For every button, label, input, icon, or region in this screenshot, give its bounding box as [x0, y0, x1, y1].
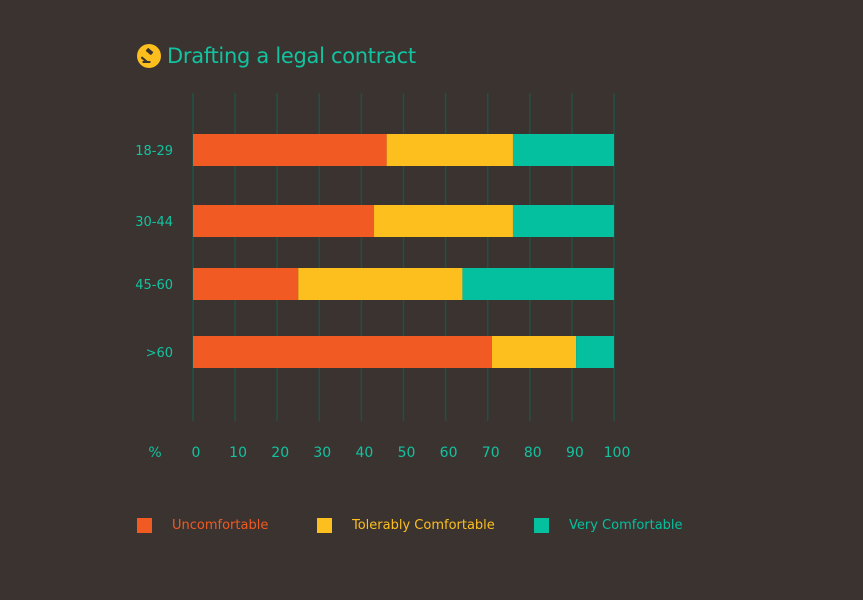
x-tick-label: 10	[229, 445, 247, 461]
bar-1829-tolerably-comfortable	[386, 134, 513, 166]
bar-60-uncomfortable	[193, 336, 492, 368]
bar-60-tolerably-comfortable	[491, 336, 577, 368]
bar-1829-very-comfortable	[512, 134, 614, 166]
category-label: 45-60	[135, 278, 173, 293]
bar-3044-uncomfortable	[193, 205, 375, 237]
category-label: 18-29	[135, 144, 173, 159]
x-tick-label: 30	[313, 445, 331, 461]
chart-title: Drafting a legal contract	[167, 44, 416, 68]
bar-4560-very-comfortable	[462, 268, 614, 300]
category-label: >60	[146, 346, 173, 361]
legend-item-uncomfortable: Uncomfortable	[137, 518, 268, 533]
chart-title-row: Drafting a legal contract	[137, 42, 416, 70]
x-tick-label: 60	[440, 445, 458, 461]
legend-swatch-tolerably-comfortable	[317, 518, 332, 533]
x-tick-label: 0	[192, 445, 201, 461]
gavel-icon	[137, 44, 161, 68]
bar-1829-uncomfortable	[193, 134, 387, 166]
legend-swatch-very-comfortable	[534, 518, 549, 533]
bar-3044-very-comfortable	[512, 205, 614, 237]
x-tick-label: 40	[355, 445, 373, 461]
x-tick-label: 70	[482, 445, 500, 461]
legend-item-very-comfortable: Very Comfortable	[534, 518, 683, 533]
legend-label-uncomfortable: Uncomfortable	[172, 518, 269, 533]
x-tick-label: 80	[524, 445, 542, 461]
x-tick-label: 90	[566, 445, 584, 461]
legend-label-very-comfortable: Very Comfortable	[569, 518, 683, 533]
legend-item-tolerably-comfortable: Tolerably Comfortable	[317, 518, 495, 533]
legend-label-tolerably-comfortable: Tolerably Comfortable	[352, 518, 495, 533]
bar-4560-tolerably-comfortable	[298, 268, 463, 300]
x-tick-label: 50	[398, 445, 416, 461]
category-label: 30-44	[135, 215, 173, 230]
x-unit-label: %	[148, 445, 161, 461]
bar-4560-uncomfortable	[193, 268, 299, 300]
x-tick-label: 100	[604, 445, 631, 461]
bar-60-very-comfortable	[576, 336, 614, 368]
x-tick-label: 20	[271, 445, 289, 461]
legend-swatch-uncomfortable	[137, 518, 152, 533]
bar-3044-tolerably-comfortable	[374, 205, 513, 237]
